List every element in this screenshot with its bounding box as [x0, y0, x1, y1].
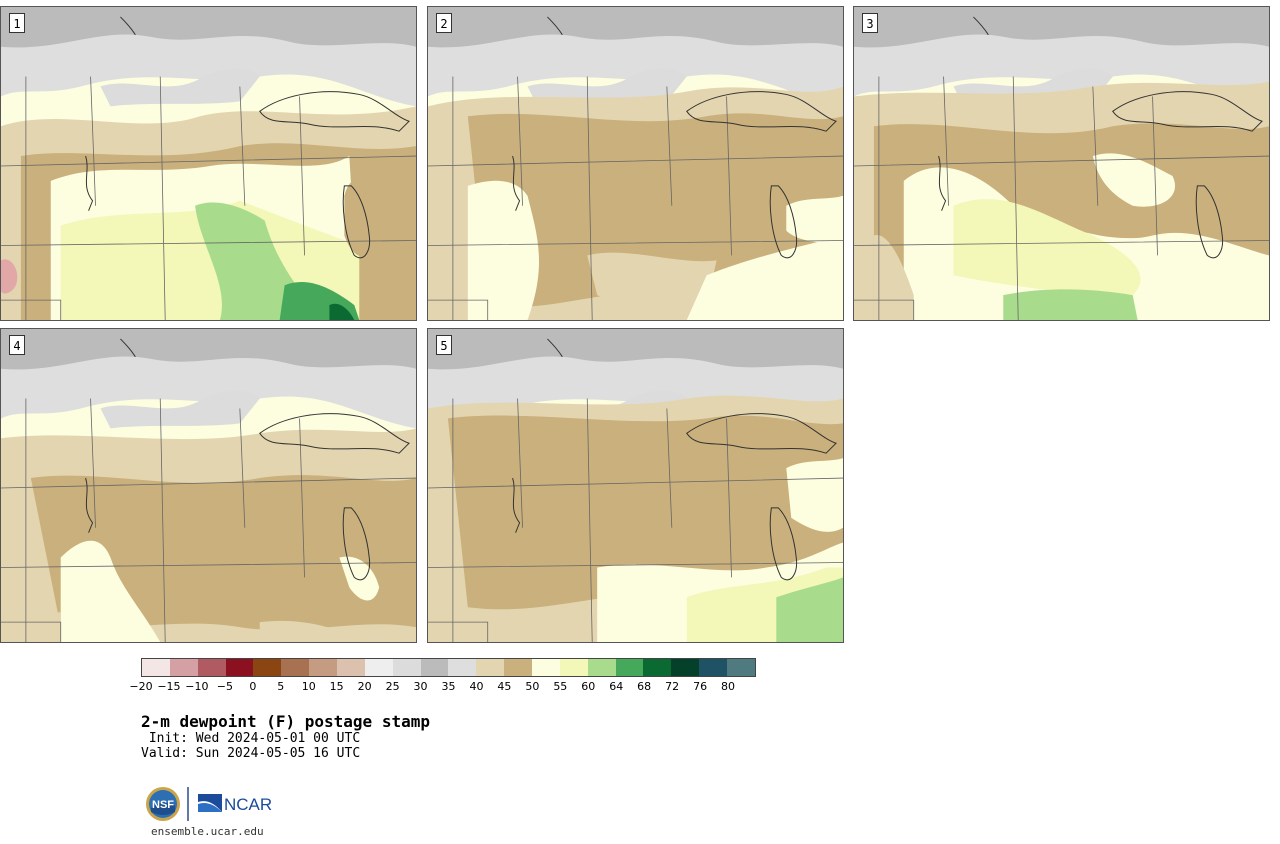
logos: NSF NCAR: [144, 784, 279, 824]
member-panel-2: 2: [427, 6, 844, 321]
colorbar-tick-label: 64: [609, 680, 624, 693]
colorbar-swatch: [559, 659, 588, 676]
member-panel-1: 1: [0, 6, 417, 321]
colorbar-tick-label: 76: [693, 680, 708, 693]
colorbar-swatch: [615, 659, 644, 676]
colorbar-swatch: [253, 659, 282, 676]
colorbar-tick-label: 68: [637, 680, 652, 693]
colorbar-swatch: [420, 659, 449, 676]
colorbar-tick-label: 55: [553, 680, 568, 693]
colorbar-swatch: [309, 659, 338, 676]
colorbar-swatch: [169, 659, 198, 676]
dewpoint-colorbar: [141, 658, 756, 677]
dewpoint-map-1: [1, 7, 416, 320]
member-label: 5: [436, 335, 452, 355]
colorbar-swatch: [504, 659, 533, 676]
colorbar-swatch: [587, 659, 616, 676]
colorbar-swatch: [197, 659, 226, 676]
init-time: Init: Wed 2024-05-01 00 UTC: [141, 731, 361, 746]
colorbar-swatch: [364, 659, 393, 676]
nsf-logo: NSF: [146, 787, 180, 821]
colorbar-swatch: [643, 659, 672, 676]
colorbar-tick-label: 5: [277, 680, 285, 693]
colorbar-swatch: [727, 659, 755, 676]
colorbar-tick-label: 30: [413, 680, 428, 693]
member-label: 2: [436, 13, 452, 33]
member-label: 4: [9, 335, 25, 355]
colorbar-tick-label: 40: [469, 680, 484, 693]
dewpoint-map-2: [428, 7, 843, 320]
colorbar-swatch: [337, 659, 365, 676]
colorbar-tick-label: 60: [581, 680, 596, 693]
colorbar-tick-label: 20: [357, 680, 372, 693]
colorbar-swatch: [448, 659, 477, 676]
colorbar-tick-label: −15: [157, 680, 181, 693]
member-label: 1: [9, 13, 25, 33]
site-url: ensemble.ucar.edu: [151, 825, 264, 838]
colorbar-swatch: [392, 659, 421, 676]
colorbar-tick-label: 10: [301, 680, 316, 693]
dewpoint-map-4: [1, 329, 416, 642]
figure-title: 2-m dewpoint (F) postage stamp: [141, 712, 430, 731]
colorbar-tick-label: 15: [329, 680, 344, 693]
colorbar-tick-label: 80: [721, 680, 736, 693]
colorbar-ticks: −20 −15 −10 −5 0 5 10 15 20 25 30 35 40 45 50 55 60 64 68 7…: [129, 680, 756, 696]
ncar-logo: NCAR: [198, 794, 272, 814]
nsf-logo-text: NSF: [152, 799, 174, 811]
colorbar-tick-label: 72: [665, 680, 680, 693]
member-panel-5: 5: [427, 328, 844, 643]
colorbar-swatch: [532, 659, 560, 676]
member-panel-4: 4: [0, 328, 417, 643]
member-panel-3: 3: [853, 6, 1270, 321]
colorbar-tick-label: 25: [385, 680, 400, 693]
colorbar-swatch: [281, 659, 310, 676]
colorbar-tick-label: −10: [185, 680, 209, 693]
member-label: 3: [862, 13, 878, 33]
colorbar-tick-label: 50: [525, 680, 540, 693]
dewpoint-map-5: [428, 329, 843, 642]
colorbar-tick-label: 35: [441, 680, 456, 693]
colorbar-tick-label: −20: [129, 680, 153, 693]
colorbar-swatch: [699, 659, 728, 676]
colorbar-swatch: [142, 659, 170, 676]
dewpoint-map-3: [854, 7, 1269, 320]
valid-time: Valid: Sun 2024-05-05 16 UTC: [141, 746, 361, 761]
colorbar-tick-label: 0: [249, 680, 257, 693]
colorbar-swatch: [476, 659, 505, 676]
colorbar-tick-label: −5: [216, 680, 233, 693]
colorbar-swatch: [671, 659, 700, 676]
colorbar-swatch: [225, 659, 254, 676]
ncar-logo-text: NCAR: [224, 795, 272, 814]
colorbar-tick-label: 45: [497, 680, 512, 693]
